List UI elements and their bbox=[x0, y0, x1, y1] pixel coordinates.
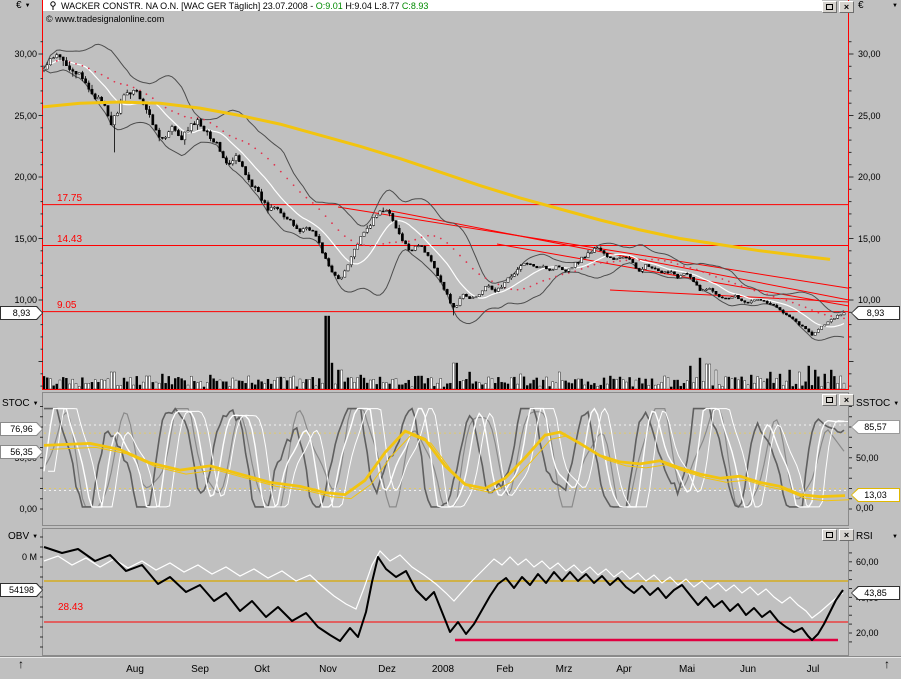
scroll-right-arrow-icon[interactable]: ↑ bbox=[884, 657, 890, 671]
month-label: Jun bbox=[739, 664, 757, 675]
axis-tick-label: 10,00 bbox=[858, 295, 881, 305]
copyright-text: © www.tradesignalonline.com bbox=[46, 14, 165, 24]
axis-tick-label: 50,00 bbox=[856, 453, 879, 463]
price-tag: 8,93 bbox=[0, 306, 43, 320]
price-tag: 13,03 bbox=[851, 488, 900, 502]
stoc-indicator-menu[interactable]: STOC ▼ bbox=[2, 398, 39, 409]
month-label: Mrz bbox=[555, 664, 573, 675]
axis-tick-label: 30,00 bbox=[858, 49, 881, 59]
chart-title: WACKER CONSTR. NA O.N. [WAC GER Täglich]… bbox=[61, 1, 428, 11]
title-instrument: WACKER CONSTR. NA O.N. [WAC GER Täglich]… bbox=[61, 0, 314, 11]
price-tag: 85,57 bbox=[851, 420, 900, 434]
month-label: 2008 bbox=[431, 664, 455, 675]
price-tag: 8,93 bbox=[851, 306, 900, 320]
month-label: Okt bbox=[254, 664, 270, 675]
axis-tick-label: 20,00 bbox=[858, 172, 881, 182]
month-label: Mai bbox=[678, 664, 696, 675]
title-high: H:9.04 bbox=[345, 0, 372, 11]
obv-panel-window-buttons: × bbox=[822, 529, 854, 541]
axis-tick-label: 25,00 bbox=[14, 111, 37, 121]
chart-title-bar: WACKER CONSTR. NA O.N. [WAC GER Täglich]… bbox=[43, 0, 822, 11]
restore-icon bbox=[826, 4, 833, 10]
month-label: Nov bbox=[319, 664, 337, 675]
price-level-label: 28.43 bbox=[58, 602, 84, 613]
close-icon: × bbox=[843, 529, 850, 540]
price-tag: 76,96 bbox=[0, 422, 43, 436]
main-left-axis-menu[interactable]: € ▼ bbox=[16, 0, 31, 11]
scroll-left-arrow-icon[interactable]: ↑ bbox=[18, 657, 24, 671]
month-label: Sep bbox=[191, 664, 209, 675]
close-button[interactable]: × bbox=[839, 529, 854, 541]
axis-tick-label: 0,00 bbox=[19, 504, 37, 514]
price-tag: 56,35 bbox=[0, 445, 43, 459]
month-label: Aug bbox=[126, 664, 144, 675]
restore-icon bbox=[826, 532, 833, 538]
chevron-down-icon: ▼ bbox=[24, 2, 31, 9]
main-panel-window-buttons: × bbox=[822, 1, 854, 13]
close-button[interactable]: × bbox=[839, 394, 854, 406]
close-icon: × bbox=[843, 394, 850, 405]
restore-button[interactable] bbox=[822, 529, 837, 541]
restore-icon bbox=[826, 397, 833, 403]
price-tag: 54198 bbox=[0, 583, 43, 597]
currency-label: € bbox=[858, 0, 864, 11]
axis-tick-label: 60,00 bbox=[856, 557, 879, 567]
price-level-label: 14.43 bbox=[57, 234, 83, 245]
title-low: L:8.77 bbox=[374, 0, 400, 11]
sstoc-label: SSTOC bbox=[856, 398, 891, 409]
axis-tick-label: 30,00 bbox=[14, 49, 37, 59]
obv-indicator-menu[interactable]: OBV ▼ bbox=[8, 531, 38, 542]
stoc-panel-window-buttons: × bbox=[822, 394, 854, 406]
axis-tick-label: 20,00 bbox=[856, 628, 879, 638]
close-icon: × bbox=[843, 1, 850, 12]
axis-tick-label: 20,00 bbox=[14, 172, 37, 182]
axis-tick-label: 15,00 bbox=[858, 234, 881, 244]
currency-label: € bbox=[16, 0, 22, 11]
month-label: Apr bbox=[616, 664, 632, 675]
rsi-label: RSI bbox=[856, 531, 873, 542]
title-open: O:9.01 bbox=[315, 0, 343, 11]
restore-button[interactable] bbox=[822, 394, 837, 406]
axis-tick-label: 0,00 bbox=[856, 503, 874, 513]
rsi-indicator-menu[interactable]: RSI ▼ bbox=[856, 531, 898, 542]
sstoc-indicator-menu[interactable]: SSTOC ▼ bbox=[856, 398, 900, 409]
chevron-down-icon: ▼ bbox=[32, 400, 39, 407]
axis-tick-label: 10,00 bbox=[14, 295, 37, 305]
axis-tick-label: 25,00 bbox=[858, 111, 881, 121]
chevron-down-icon: ▼ bbox=[893, 400, 900, 407]
price-level-label: 9.05 bbox=[57, 300, 77, 311]
restore-button[interactable] bbox=[822, 1, 837, 13]
price-tag: 43,85 bbox=[851, 586, 900, 600]
chevron-down-icon: ▼ bbox=[892, 533, 898, 540]
close-button[interactable]: × bbox=[839, 1, 854, 13]
main-right-axis-menu[interactable]: € ▼ bbox=[858, 0, 898, 11]
stoc-label: STOC bbox=[2, 398, 30, 409]
axis-tick-label: 15,00 bbox=[14, 234, 37, 244]
pushpin-icon bbox=[50, 1, 56, 10]
title-close: C:8.93 bbox=[401, 0, 429, 11]
month-label: Feb bbox=[496, 664, 514, 675]
month-label: Dez bbox=[378, 664, 396, 675]
axis-tick-label: 0 M bbox=[21, 552, 37, 562]
month-label: Jul bbox=[806, 664, 820, 675]
chevron-down-icon: ▼ bbox=[32, 533, 39, 540]
obv-label: OBV bbox=[8, 531, 30, 542]
chevron-down-icon: ▼ bbox=[892, 2, 898, 9]
time-axis[interactable] bbox=[0, 657, 901, 679]
price-level-label: 17.75 bbox=[57, 193, 83, 204]
